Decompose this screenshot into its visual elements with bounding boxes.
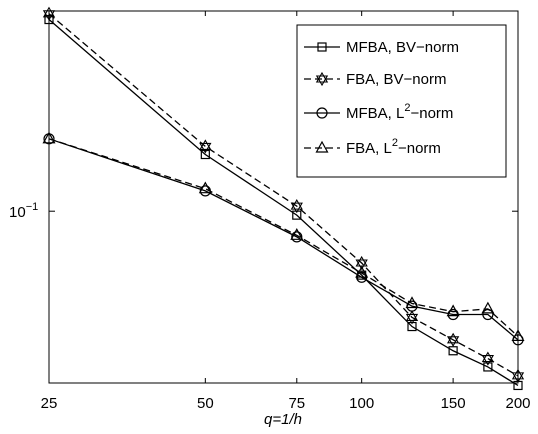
legend-label: MFBA, BV−norm <box>346 39 459 56</box>
legend-marker <box>317 42 327 52</box>
plot-frame <box>48 10 519 384</box>
data-point-marker <box>481 351 495 366</box>
series-layer <box>42 6 525 391</box>
legend-item: MFBA, BV−norm <box>304 39 459 56</box>
data-point-marker <box>481 301 495 314</box>
data-point-marker <box>405 310 419 325</box>
x-tick-label: 100 <box>349 395 374 412</box>
data-point-marker <box>446 332 460 347</box>
data-point-marker <box>290 199 303 214</box>
legend-label-superscript: 2 <box>404 102 410 114</box>
legend-box <box>296 24 507 178</box>
data-point-marker <box>199 139 212 154</box>
data-point-marker <box>291 231 303 243</box>
legend-label-superscript: 2 <box>392 137 398 149</box>
x-axis-label: q=1/h <box>264 411 302 428</box>
data-point-marker <box>355 265 369 278</box>
legend-marker <box>316 107 328 119</box>
data-point-marker <box>405 296 419 309</box>
series-line <box>48 138 519 337</box>
data-point-marker <box>200 149 210 160</box>
y-tick-label-exponent: −1 <box>26 201 39 213</box>
series-line <box>48 19 519 387</box>
data-point-marker <box>483 362 493 372</box>
legend-label: MFBA, L2−norm <box>346 102 453 122</box>
legend-marker <box>315 71 329 87</box>
data-point-marker <box>198 181 212 194</box>
legend-marker <box>315 140 329 153</box>
data-point-marker <box>446 304 460 317</box>
legend-label-part: MFBA, L <box>346 105 404 122</box>
x-tick-label: 150 <box>441 395 466 412</box>
legend-item: MFBA, L2−norm <box>304 102 453 122</box>
legend-item: FBA, BV−norm <box>304 71 446 88</box>
y-tick-label: 10−1 <box>9 201 38 221</box>
x-tick-label: 50 <box>197 395 214 412</box>
legend-label: FBA, BV−norm <box>346 71 446 88</box>
legend-label-part: −norm <box>398 140 441 157</box>
x-tick-label: 25 <box>41 395 58 412</box>
legend-label: FBA, L2−norm <box>346 137 441 157</box>
data-point-marker <box>290 228 304 240</box>
y-tick-label-base: 10 <box>9 204 26 221</box>
x-tick-label: 200 <box>505 395 530 412</box>
series-line <box>48 138 519 341</box>
tick-label-layer: 25 50 75 100 150 200 10−1 <box>9 201 531 412</box>
legend-label-part: −norm <box>410 105 453 122</box>
legend-item: FBA, L2−norm <box>304 137 441 157</box>
legend-label-part: FBA, L <box>346 140 392 157</box>
series-4 <box>42 131 525 341</box>
x-tick-label: 75 <box>288 395 305 412</box>
